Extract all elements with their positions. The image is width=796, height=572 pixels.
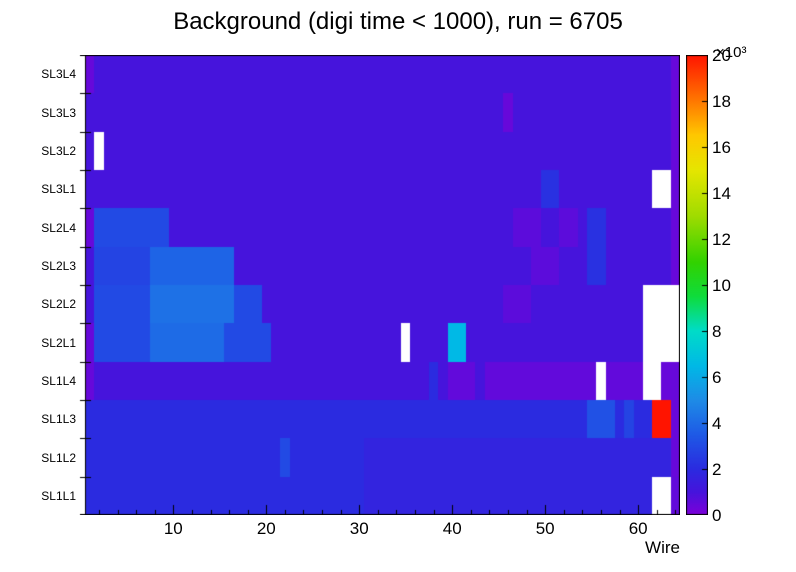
plot-title: Background (digi time < 1000), run = 670… [173,8,623,35]
colorbar-scale-label: ×10³ [716,44,747,61]
y-axis-label: SL2L1 [41,335,76,350]
colorbar-tick-label: 0 [712,506,722,525]
x-axis-tick-label: 10 [163,519,183,538]
x-axis-tick-label: 50 [535,519,555,538]
x-axis-tick-label: 20 [256,519,276,538]
colorbar-tick-label: 14 [712,184,731,203]
y-axis-label: SL2L3 [41,258,76,273]
colorbar-tick-label: 16 [712,138,731,157]
x-axis-tick-label: 30 [349,519,369,538]
colorbar-tick-label: 12 [712,230,731,249]
x-axis-tick-label: 60 [628,519,648,538]
y-axis-label: SL2L2 [41,297,76,312]
x-axis-tick-label: 40 [442,519,462,538]
y-axis-label: SL1L3 [41,412,76,427]
colorbar-tick-label: 4 [712,414,722,433]
colorbar-tick-label: 8 [712,322,722,341]
y-axis-label: SL1L1 [41,488,76,503]
colorbar-tick-label: 10 [712,276,731,295]
colorbar-tick-label: 6 [712,368,722,387]
heatmap-plot [79,55,680,515]
y-axis-label: SL1L2 [41,450,76,465]
y-axis-label: SL3L1 [41,182,76,197]
y-axis-label: SL3L2 [41,143,76,158]
y-axis-label: SL3L3 [41,105,76,120]
colorbar-tick-label: 18 [712,92,731,111]
y-axis-label: SL2L4 [41,220,76,235]
x-axis-title: Wire [645,538,680,557]
colorbar-tick-label: 20 [712,46,731,65]
y-axis-label: SL1L4 [41,373,76,388]
colorbar-tick-label: 2 [712,460,722,479]
y-axis-label: SL3L4 [41,67,76,82]
colorbar [686,55,708,515]
